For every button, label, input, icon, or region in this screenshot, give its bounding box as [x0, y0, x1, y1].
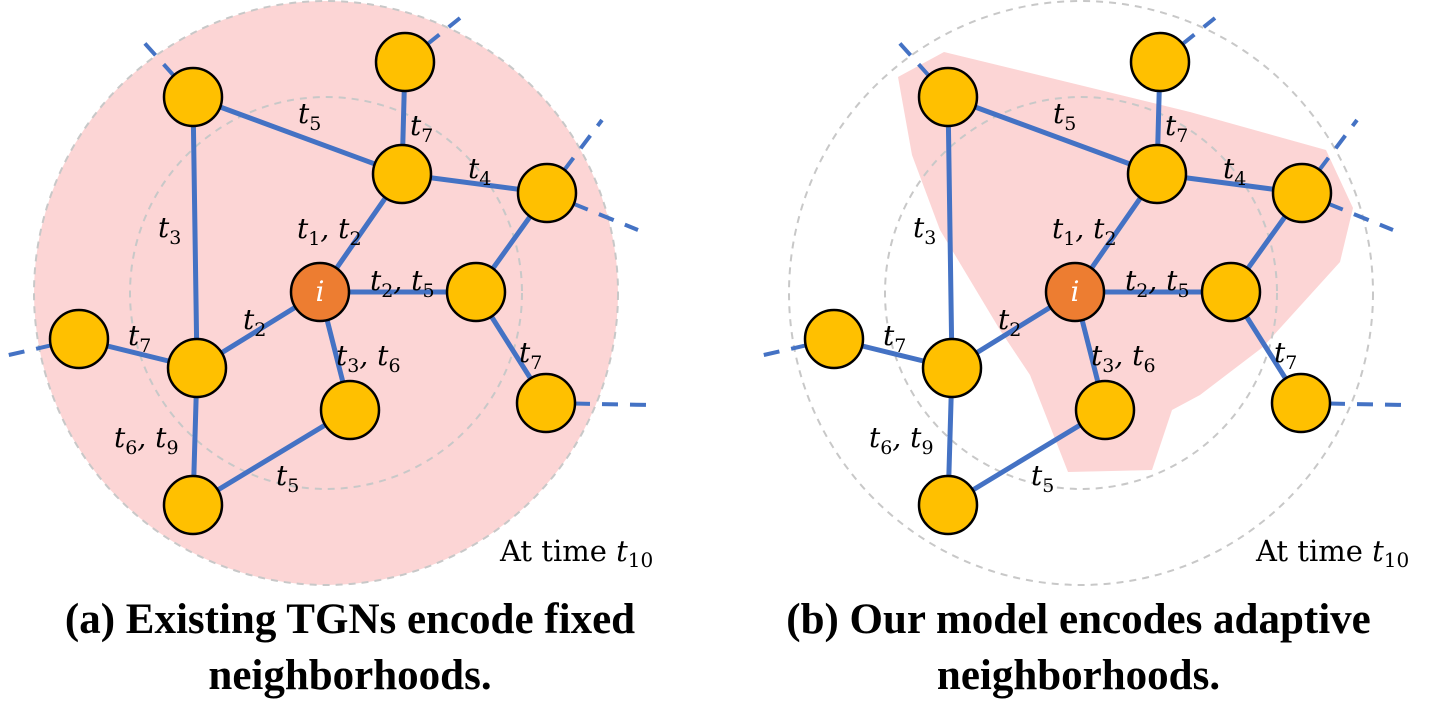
panel-b-time-label: At time t10 — [1255, 534, 1409, 572]
panel-a-edge-n8-n10 — [190, 407, 353, 508]
panel-a-caption-line1: (a) Existing TGNs encode fixed — [64, 596, 636, 643]
panel-b-center-node-label: i — [1071, 275, 1080, 308]
panel-b-node-n5 — [1200, 261, 1262, 323]
panel-a-edge-label-t4: t4 — [468, 152, 491, 190]
panel-b-edge-n2-n3 — [945, 94, 1160, 177]
panel-a-node-n3 — [371, 143, 433, 205]
panel-a-edge-label-t6t9: t6, t9 — [114, 421, 179, 459]
panel-b-node-n3 — [1126, 143, 1188, 205]
panel-a-edge-label-t3: t3 — [158, 211, 181, 249]
panel-b-dashed-edge-5 — [1300, 401, 1406, 407]
panel-a-node-n10 — [162, 474, 224, 536]
panel-b-edge-label-t3: t3 — [913, 211, 936, 249]
panel-b-edge-label-t7_right: t7 — [1274, 336, 1297, 374]
panel-a-node-n9 — [515, 372, 577, 434]
panel-a-center-node-label: i — [316, 275, 325, 308]
panel-a-node-n8 — [319, 379, 381, 441]
panel-b-node-n7 — [921, 337, 983, 399]
panel-b-edge-label-t7_left: t7 — [883, 319, 906, 357]
panel-a-dashed-edge-5 — [545, 401, 651, 407]
panel-a-edge-label-t5_top: t5 — [298, 97, 321, 135]
panel-a-edge-label-t7_left: t7 — [128, 319, 151, 357]
panel-a-node-n4 — [516, 162, 578, 224]
panel-b-edge-label-t6t9: t6, t9 — [869, 421, 934, 459]
panel-a-caption-line2: neighborhoods. — [208, 652, 492, 699]
panel-a-node-n2 — [162, 66, 224, 128]
panel-a-node-n7 — [166, 337, 228, 399]
panel-b-node-n1 — [1129, 31, 1191, 93]
panel-b-node-i — [1044, 261, 1106, 323]
panel-a-node-n1 — [374, 31, 436, 93]
panel-b-caption-line2: neighborhoods. — [936, 652, 1221, 699]
panel-a-inner-ring — [129, 96, 523, 490]
panel-a-node-i — [289, 261, 351, 323]
panel-a-edge-label-t3t6: t3, t6 — [336, 339, 401, 377]
panel-b-node-n9 — [1270, 372, 1332, 434]
panel-a-edge-label-t1t2: t1, t2 — [297, 212, 362, 250]
panel-a-edge-label-t2t5: t2, t5 — [370, 264, 435, 302]
panel-b-node-n6 — [803, 308, 865, 370]
panel-b-edge-label-t5_top: t5 — [1053, 97, 1076, 135]
panel-a-edge-n2-n3 — [190, 94, 405, 177]
panel-b-caption-line1: (b) Our model encodes adaptive — [786, 596, 1371, 643]
panel-a-node-n5 — [445, 261, 507, 323]
panel-b-edge-n8-n10 — [945, 407, 1108, 508]
panel-a-edge-label-t5_bottom: t5 — [276, 459, 299, 497]
panel-b-adaptive-region — [898, 52, 1353, 472]
panel-b-edge-label-t1t2: t1, t2 — [1052, 212, 1117, 250]
panel-a-edge-label-t7_right: t7 — [519, 336, 542, 374]
panel-b-edge-label-t4: t4 — [1223, 152, 1246, 190]
panel-a-edge-label-t7_top: t7 — [410, 109, 433, 147]
panel-b-node-n10 — [917, 474, 979, 536]
panel-a-edge-label-t2: t2 — [243, 303, 266, 341]
panel-b-outer-ring — [788, 0, 1374, 586]
panel-a-node-n6 — [48, 308, 110, 370]
panel-a-caption: (a) Existing TGNs encode fixed neighborh… — [0, 592, 700, 704]
panel-b-edge-label-t7_top: t7 — [1165, 109, 1188, 147]
panel-b-edge-label-t3t6: t3, t6 — [1091, 339, 1156, 377]
panel-a-time-label: At time t10 — [499, 534, 653, 572]
panel-b-node-n2 — [917, 66, 979, 128]
panel-b-edge-n2-n7 — [945, 94, 955, 371]
panel-b-node-n8 — [1074, 379, 1136, 441]
panel-b-edge-label-t2: t2 — [998, 303, 1021, 341]
panel-b-node-n4 — [1271, 162, 1333, 224]
panel-b-inner-ring — [884, 96, 1278, 490]
panel-b-edge-label-t2t5: t2, t5 — [1125, 264, 1190, 302]
panel-b-caption: (b) Our model encodes adaptive neighborh… — [720, 592, 1437, 704]
panel-b-edge-label-t5_bottom: t5 — [1031, 459, 1054, 497]
panel-a-edge-n2-n7 — [190, 94, 200, 371]
